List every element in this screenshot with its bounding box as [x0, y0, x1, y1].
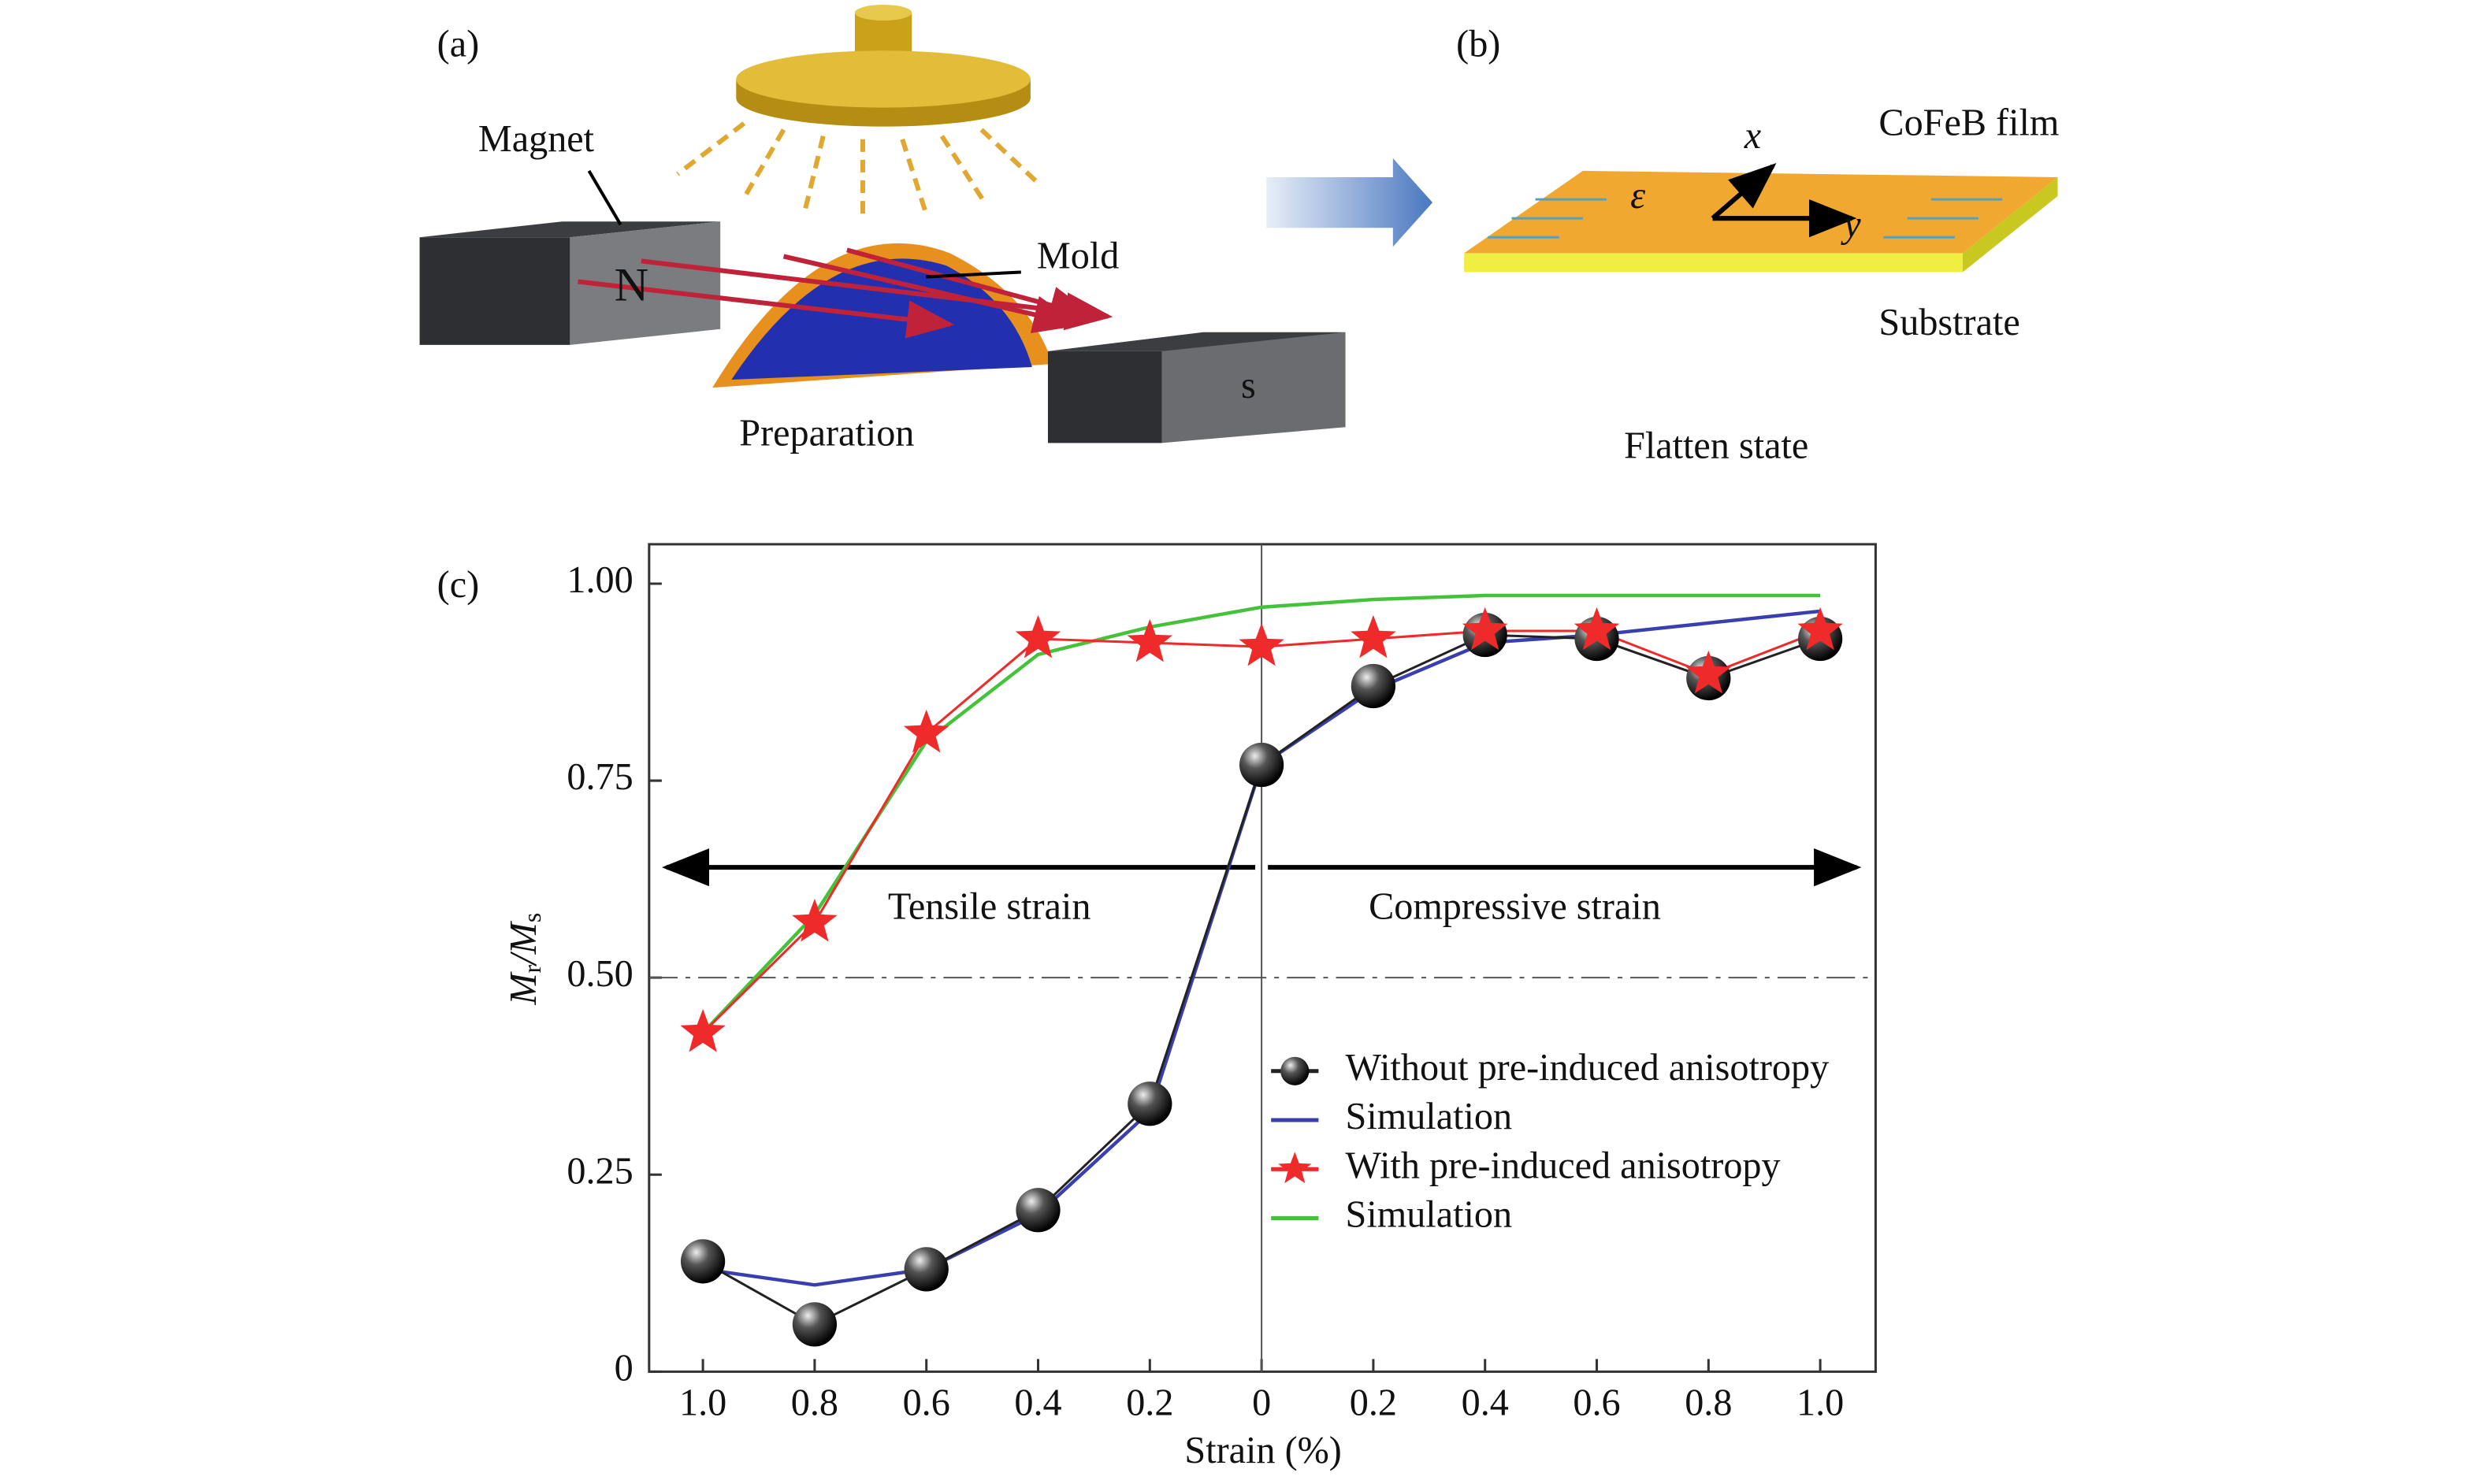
caption: Flatten state — [1624, 425, 1808, 466]
legend-label: With pre-induced anisotropy — [1346, 1145, 1781, 1186]
data-point — [1280, 1056, 1310, 1085]
x-tick-label: 0.2 — [1350, 1382, 1397, 1424]
data-point — [1462, 607, 1508, 651]
diagram-label: Substrate — [1878, 302, 2019, 343]
y-axis-label: Mr/Ms — [503, 913, 546, 1006]
panel-b-diagram — [1266, 158, 2058, 273]
x-tick-label: 0.6 — [1573, 1382, 1620, 1424]
data-point — [1797, 607, 1843, 651]
data-point — [680, 1009, 726, 1052]
data-point — [680, 1239, 726, 1284]
y-tick-label: 0.50 — [567, 953, 633, 995]
data-point — [1278, 1152, 1312, 1184]
axis-label: x — [1744, 115, 1762, 157]
x-tick-label: 0.4 — [1014, 1382, 1061, 1424]
x-tick-label: 0.8 — [1685, 1382, 1732, 1424]
x-tick-label: 0 — [1252, 1382, 1271, 1424]
data-point — [1351, 663, 1396, 709]
diagram-label: Mold — [1037, 235, 1119, 276]
diagram-label: Magnet — [478, 118, 595, 160]
diagram-label: s — [1241, 365, 1256, 406]
data-point — [1239, 742, 1284, 788]
x-tick-label: 1.0 — [679, 1382, 726, 1424]
y-label-part: r — [518, 964, 547, 973]
x-tick-label: 0.2 — [1126, 1382, 1173, 1424]
panel-a-diagram — [419, 5, 1346, 443]
diagram-label: N — [615, 258, 649, 311]
legend-label: Simulation — [1346, 1096, 1513, 1137]
data-point — [792, 899, 838, 942]
x-tick-label: 0.8 — [791, 1382, 838, 1424]
y-label-part: /M — [503, 920, 544, 966]
x-axis-label: Strain (%) — [1184, 1430, 1341, 1471]
y-label-part: M — [503, 971, 544, 1006]
diagram-label: CoFeB film — [1878, 102, 2059, 144]
panel-label: (c) — [437, 564, 479, 606]
data-point — [1127, 618, 1173, 662]
data-point — [1015, 614, 1061, 659]
x-tick-label: 0.4 — [1462, 1382, 1509, 1424]
legend-label: Simulation — [1346, 1194, 1513, 1236]
x-tick-label: 1.0 — [1796, 1382, 1844, 1424]
panel-label: (b) — [1456, 23, 1500, 65]
axis-label: ε — [1630, 175, 1645, 217]
data-point — [1685, 650, 1732, 694]
data-point — [904, 1247, 949, 1292]
series-line — [701, 593, 1821, 1034]
y-tick-label: 1.00 — [567, 559, 633, 601]
data-point — [1351, 614, 1396, 659]
data-point — [1128, 1081, 1172, 1126]
axis-label: y — [1840, 203, 1861, 245]
legend-label: Without pre-induced anisotropy — [1346, 1047, 1830, 1089]
data-point — [1016, 1188, 1061, 1233]
data-point — [903, 709, 949, 753]
y-tick-label: 0.75 — [567, 756, 633, 798]
caption: Preparation — [739, 412, 914, 454]
data-point — [1239, 622, 1284, 666]
data-point — [1574, 607, 1620, 651]
annotation: Tensile strain — [888, 885, 1091, 927]
x-tick-label: 0.6 — [903, 1382, 950, 1424]
y-tick-label: 0 — [615, 1347, 634, 1389]
y-label-part: s — [518, 913, 547, 923]
data-point — [792, 1302, 838, 1347]
annotation: Compressive strain — [1369, 885, 1661, 927]
y-tick-label: 0.25 — [567, 1150, 633, 1192]
panel-label: (a) — [437, 23, 479, 65]
